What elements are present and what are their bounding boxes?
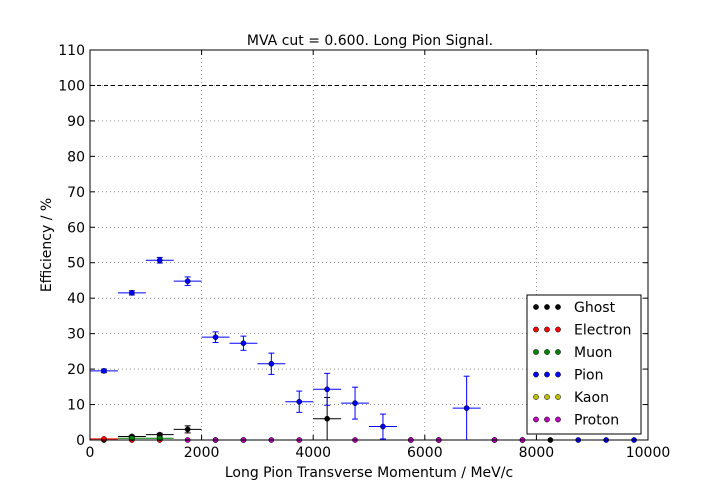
legend-entry-muon: Muon xyxy=(533,345,612,361)
x-tick-label: 8000 xyxy=(519,445,555,461)
pion-point xyxy=(452,375,481,441)
y-tick-label: 20 xyxy=(67,362,85,378)
pion-marker xyxy=(352,400,358,406)
legend: Ghost Electron Muon Pion Kaon Proton xyxy=(526,294,642,435)
legend-marker-proton xyxy=(544,416,550,423)
legend-marker-ghost xyxy=(544,304,550,310)
legend-label-proton: Proton xyxy=(574,413,619,429)
electron-marker xyxy=(101,436,107,442)
legend-marker-ghost xyxy=(555,304,561,310)
electron-point xyxy=(90,436,118,442)
pion-point xyxy=(369,413,397,440)
legend-marker-muon xyxy=(544,349,550,355)
legend-marker-pion xyxy=(544,371,550,378)
chart-title: MVA cut = 0.600. Long Pion Signal. xyxy=(247,33,493,49)
pion-marker xyxy=(268,360,275,367)
legend-marker-muon xyxy=(533,349,539,355)
pion-point xyxy=(173,276,202,286)
legend-entry-ghost: Ghost xyxy=(533,300,616,316)
ghost-point xyxy=(173,425,202,434)
y-tick-label: 70 xyxy=(67,185,85,201)
legend-marker-kaon xyxy=(555,394,561,400)
y-tick-label: 60 xyxy=(67,220,85,236)
ghost-marker xyxy=(184,426,191,433)
legend-marker-muon xyxy=(555,349,561,355)
y-tick-label: 110 xyxy=(58,43,85,59)
y-axis-label: Efficiency / % xyxy=(39,198,55,292)
legend-marker-pion xyxy=(533,371,539,378)
x-tick-label: 10000 xyxy=(626,445,671,461)
legend-label-pion: Pion xyxy=(574,368,603,384)
pion-point xyxy=(313,372,342,406)
pion-point xyxy=(341,386,369,420)
pion-marker xyxy=(184,278,191,285)
legend-marker-kaon xyxy=(533,394,539,400)
y-tick-label: 40 xyxy=(67,291,85,307)
legend-marker-pion xyxy=(555,371,561,378)
legend-entry-kaon: Kaon xyxy=(533,390,609,406)
pion-point xyxy=(90,368,118,374)
y-tick-label: 90 xyxy=(67,114,85,130)
x-tick-label: 2000 xyxy=(184,445,220,461)
pion-marker xyxy=(101,368,107,374)
pion-point xyxy=(229,335,258,351)
legend-marker-electron xyxy=(533,326,539,333)
pion-marker xyxy=(463,405,470,411)
legend-entry-pion: Pion xyxy=(533,368,603,384)
pion-point xyxy=(285,390,314,413)
y-tick-label: 0 xyxy=(76,433,85,449)
plot-frame xyxy=(89,49,649,441)
pion-marker xyxy=(212,334,219,341)
pion-marker xyxy=(129,290,135,296)
legend-marker-kaon xyxy=(544,394,550,400)
legend-label-kaon: Kaon xyxy=(574,390,609,406)
pion-point xyxy=(201,331,230,343)
y-tick-label: 10 xyxy=(67,398,85,414)
legend-entry-proton: Proton xyxy=(533,413,619,429)
legend-marker-electron xyxy=(555,326,561,333)
axis-ticks: 0 2000 4000 6000 8000 10000 0 10 20 30 40 50 60 70 80 9… xyxy=(58,43,670,461)
legend-entry-electron: Electron xyxy=(533,323,631,339)
legend-box xyxy=(526,294,642,435)
legend-marker-proton xyxy=(533,416,539,423)
pion-point xyxy=(145,256,174,264)
pion-marker xyxy=(380,423,386,430)
legend-marker-ghost xyxy=(533,304,539,310)
y-tick-label: 50 xyxy=(67,256,85,272)
y-tick-label: 80 xyxy=(67,149,85,165)
x-tick-label: 0 xyxy=(86,445,95,461)
legend-label-muon: Muon xyxy=(574,345,612,361)
pion-marker xyxy=(324,386,330,393)
pion-point xyxy=(117,290,146,296)
x-axis-label: Long Pion Transverse Momentum / MeV/c xyxy=(225,465,513,481)
legend-label-ghost: Ghost xyxy=(574,300,616,316)
pion-marker xyxy=(296,398,303,405)
ghost-marker xyxy=(324,415,330,422)
x-tick-label: 4000 xyxy=(295,445,331,461)
series-muon xyxy=(117,435,174,442)
legend-marker-proton xyxy=(555,416,561,423)
legend-label-electron: Electron xyxy=(574,323,631,339)
x-tick-label: 6000 xyxy=(407,445,443,461)
legend-marker-electron xyxy=(544,326,550,333)
pion-marker xyxy=(240,340,247,347)
y-tick-label: 30 xyxy=(67,327,85,343)
pion-marker xyxy=(156,257,163,264)
y-tick-label: 100 xyxy=(58,78,85,94)
pion-point xyxy=(257,352,286,375)
